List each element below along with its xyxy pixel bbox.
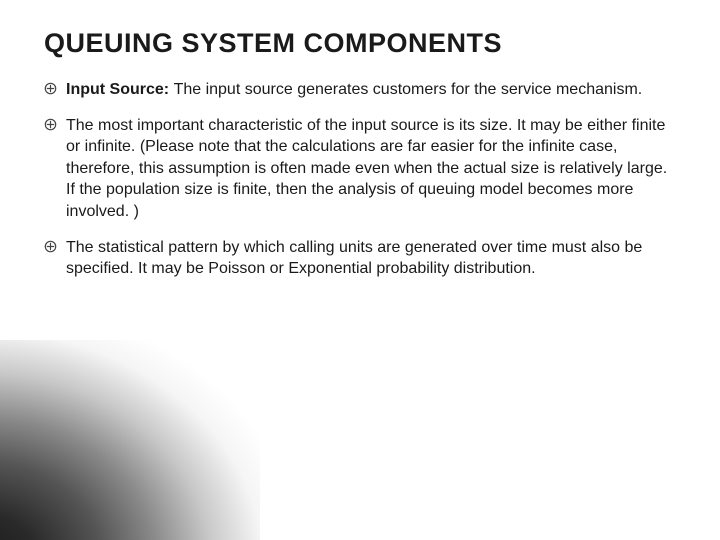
- slide-title: QUEUING SYSTEM COMPONENTS: [44, 28, 680, 59]
- bullet-icon: [44, 82, 57, 95]
- bullet-icon: [44, 240, 57, 253]
- list-item: The most important characteristic of the…: [44, 115, 680, 223]
- bullet-icon: [44, 118, 57, 131]
- list-item: The statistical pattern by which calling…: [44, 237, 680, 280]
- list-item: Input Source: The input source generates…: [44, 79, 680, 101]
- corner-gradient: [0, 340, 260, 540]
- bullet-text: The statistical pattern by which calling…: [66, 239, 642, 278]
- bullet-text: The most important characteristic of the…: [66, 117, 667, 220]
- bullet-lead: Input Source:: [66, 81, 174, 98]
- bullet-list: Input Source: The input source generates…: [40, 79, 680, 280]
- slide: QUEUING SYSTEM COMPONENTS Input Source: …: [0, 0, 720, 540]
- bullet-text: The input source generates customers for…: [174, 81, 643, 98]
